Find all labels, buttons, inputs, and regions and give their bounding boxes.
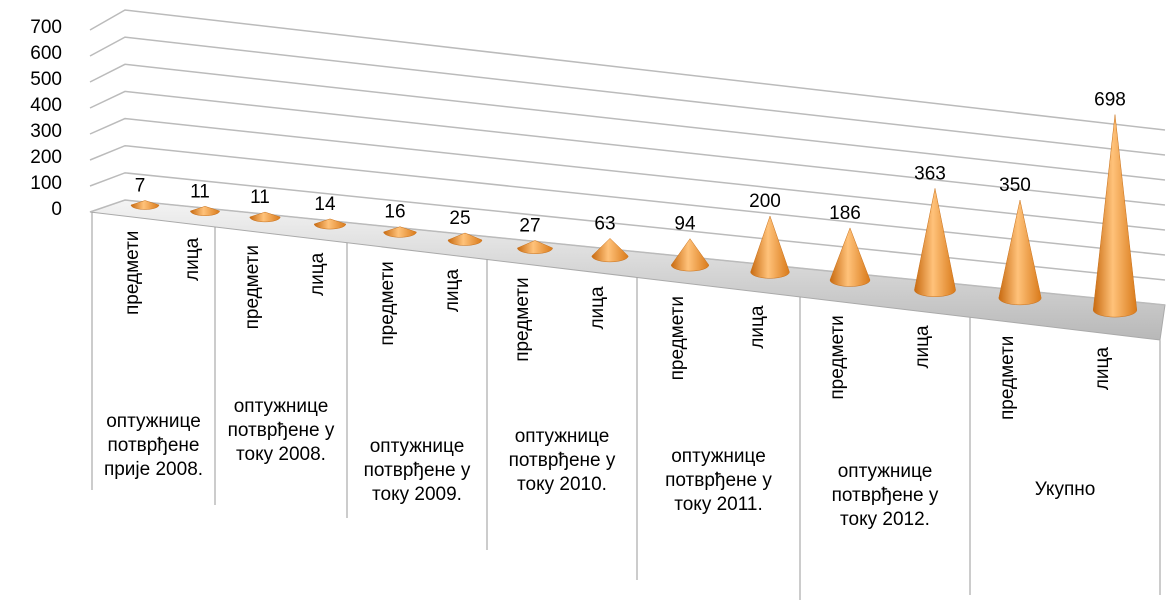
grid-line xyxy=(89,199,1166,306)
value-label: 350 xyxy=(999,175,1031,196)
cone xyxy=(998,199,1042,306)
y-tick-label: 700 xyxy=(30,17,62,38)
grid-line xyxy=(89,63,1166,181)
category-label: лица xyxy=(587,286,608,330)
cone xyxy=(591,238,629,263)
grid-line xyxy=(89,117,1166,231)
y-tick-label: 100 xyxy=(30,173,62,194)
cone xyxy=(313,218,347,230)
category-label: лица xyxy=(1092,347,1113,391)
cone xyxy=(1092,114,1138,318)
group-label: оптужнице потврђене у току 2010. xyxy=(508,426,616,495)
y-tick-label: 0 xyxy=(51,199,62,220)
group-label: оптужнице потврђене у току 2008. xyxy=(227,396,335,465)
category-label: предмети xyxy=(122,231,143,315)
cone xyxy=(190,206,220,216)
grid-line xyxy=(89,36,1166,156)
group-label: Укупно xyxy=(1034,479,1096,500)
category-label: предмети xyxy=(242,245,263,329)
cone xyxy=(750,215,790,279)
cone xyxy=(517,240,553,254)
value-label: 698 xyxy=(1094,90,1126,111)
grid-line xyxy=(89,90,1166,206)
value-label: 16 xyxy=(384,202,405,223)
group-label: оптужнице потврђене прије 2008. xyxy=(103,411,204,480)
cone xyxy=(670,238,710,272)
category-label: предмети xyxy=(667,296,688,380)
y-tick-label: 400 xyxy=(30,95,62,116)
value-label: 14 xyxy=(314,194,336,215)
category-label: предмети xyxy=(827,315,848,399)
category-label: лица xyxy=(182,237,203,281)
value-label: 63 xyxy=(594,213,615,234)
category-label: предмети xyxy=(512,277,533,361)
cone xyxy=(829,227,871,287)
group-label: оптужнице потврђене у току 2012. xyxy=(831,461,939,530)
category-label: предмети xyxy=(997,336,1018,420)
value-label: 27 xyxy=(519,215,540,236)
y-tick-label: 300 xyxy=(30,121,62,142)
value-label: 363 xyxy=(914,163,946,184)
cone xyxy=(383,226,417,238)
category-label: лица xyxy=(442,269,463,313)
cone xyxy=(447,232,483,246)
value-label: 186 xyxy=(829,203,861,224)
value-label: 94 xyxy=(674,214,696,235)
grid-line xyxy=(89,144,1166,256)
cone xyxy=(249,211,281,223)
value-label: 11 xyxy=(190,181,210,202)
group-label: оптужнице потврђене у току 2011. xyxy=(665,446,772,515)
y-tick-label: 200 xyxy=(30,147,62,168)
grid-line xyxy=(89,172,1166,281)
value-label: 7 xyxy=(135,176,146,197)
grid-line xyxy=(89,9,1166,131)
value-label: 11 xyxy=(250,187,270,208)
cone xyxy=(914,188,956,297)
value-label: 200 xyxy=(749,191,781,212)
value-label: 25 xyxy=(449,208,470,229)
category-label: лица xyxy=(747,305,768,349)
cone xyxy=(130,200,160,210)
y-tick-label: 600 xyxy=(30,43,62,64)
category-label: лица xyxy=(307,252,328,296)
category-label: предмети xyxy=(377,261,398,345)
y-tick-label: 500 xyxy=(30,69,62,90)
group-label: оптужнице потврђене у току 2009. xyxy=(363,436,471,505)
category-label: лица xyxy=(912,325,933,369)
